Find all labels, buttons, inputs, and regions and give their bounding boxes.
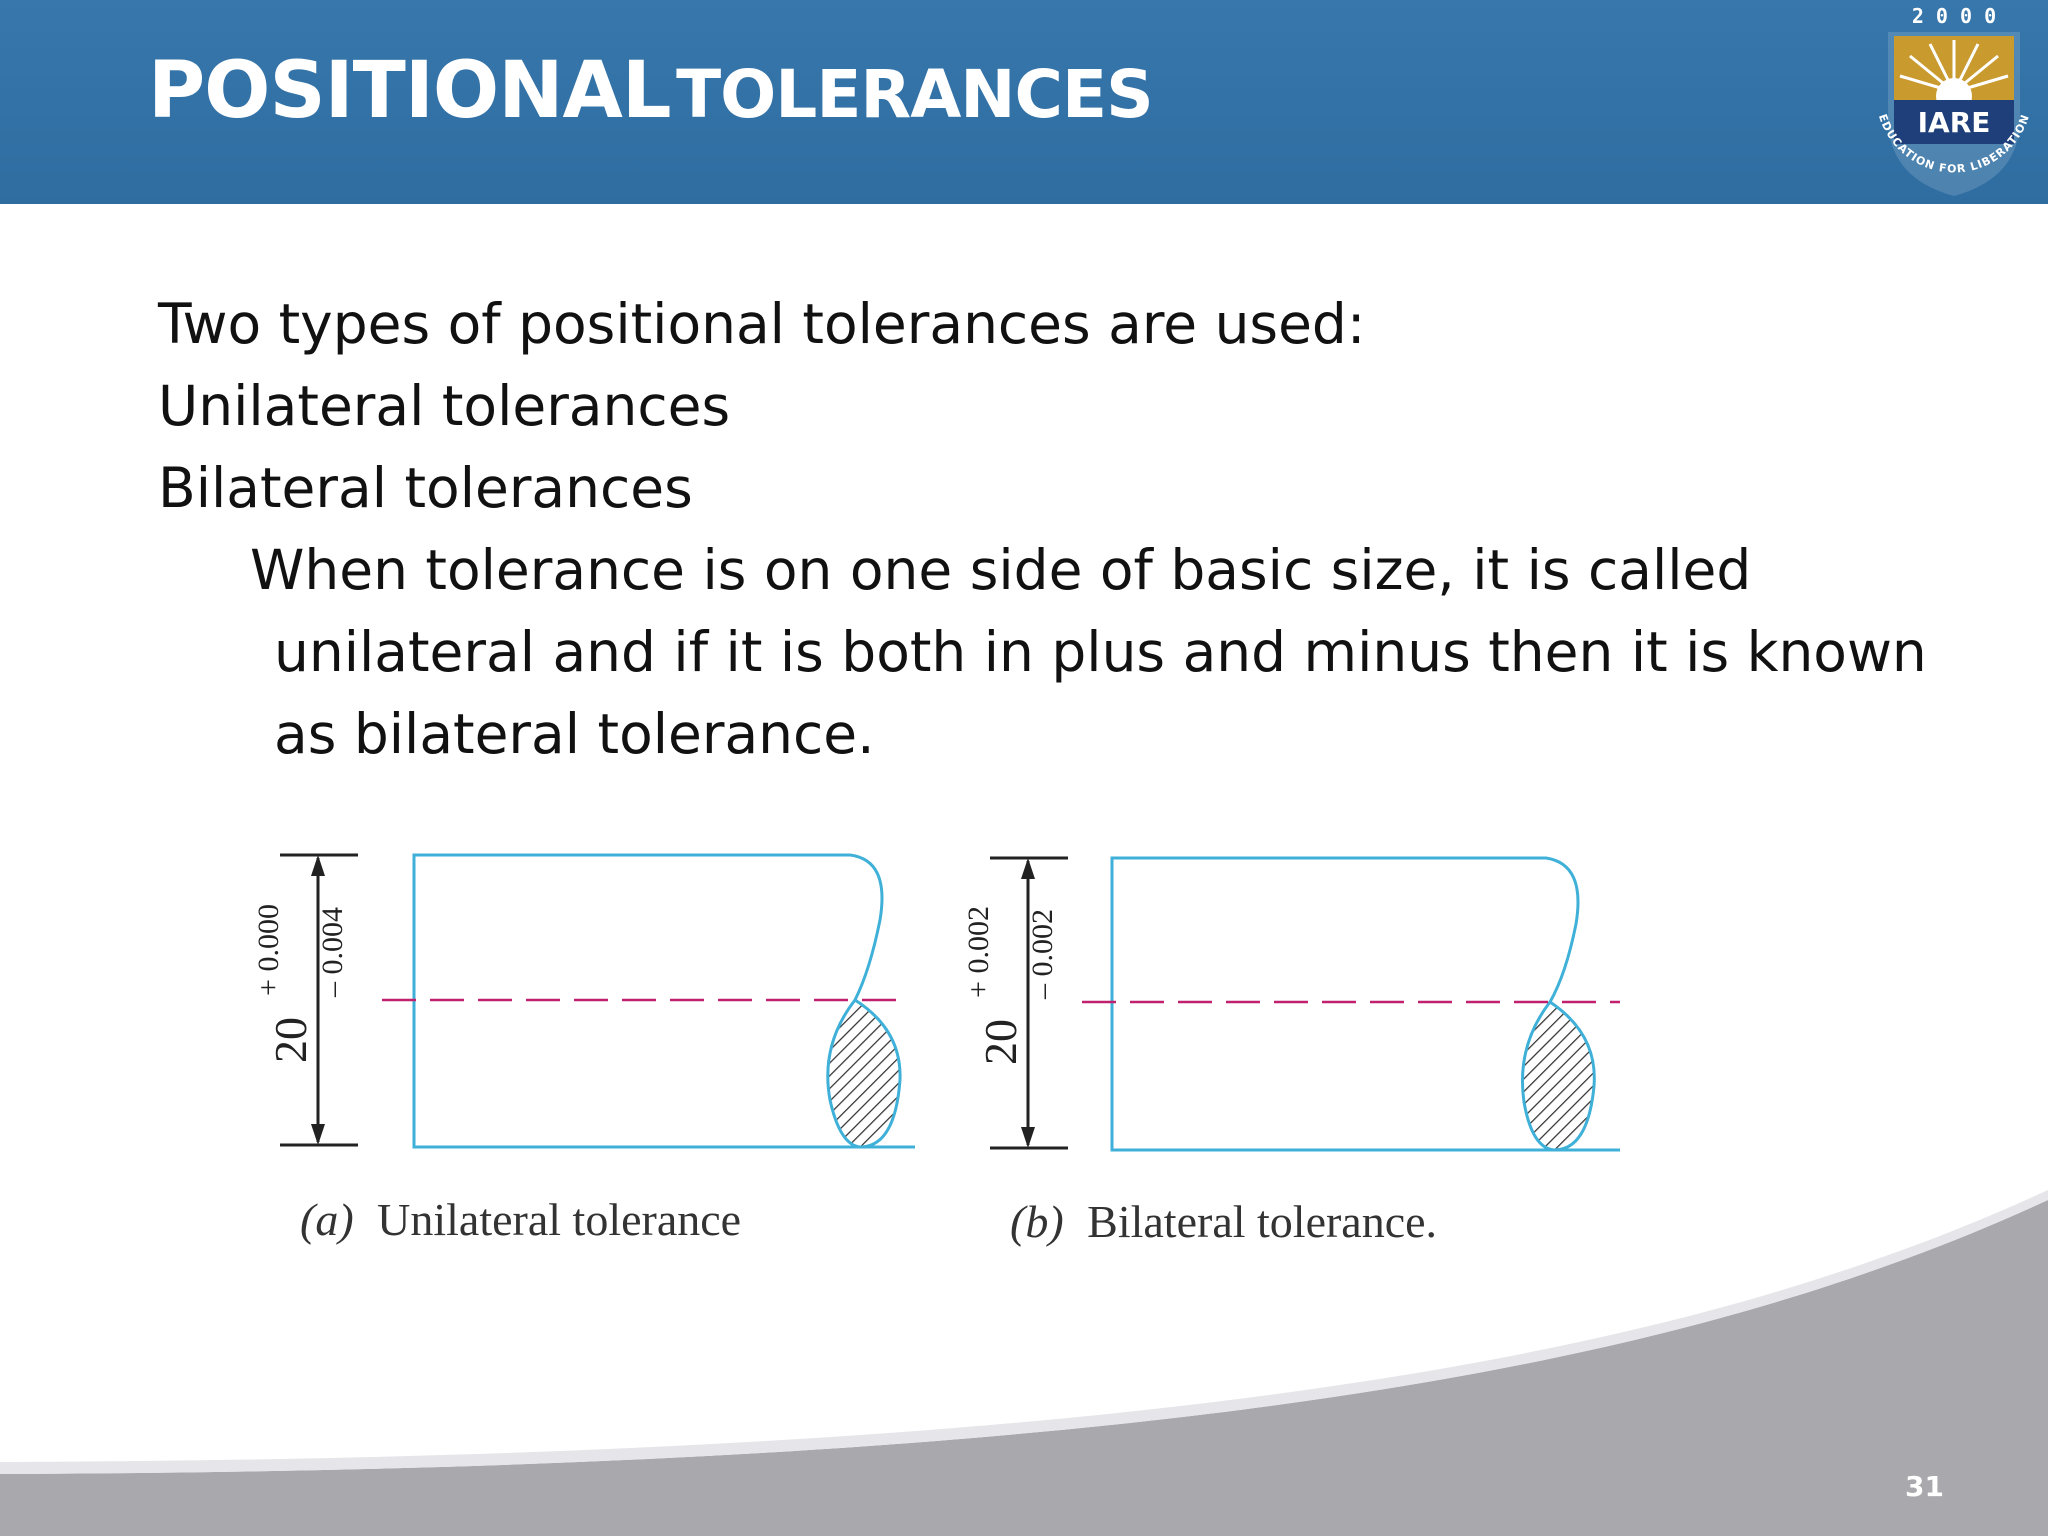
svg-text:(a) Unilateral tolerance: (a) Unilateral tolerance [300,1194,741,1245]
footer-swoosh [0,1190,2048,1536]
caption-prefix-b: (b) [1010,1196,1064,1247]
body-line-definition-1: When tolerance is on one side of basic s… [250,538,1752,602]
diagram-bilateral: 20 + 0.002 – 0.002 (b) Bilateral toleran… [962,856,1620,1247]
dim-lower-b: – 0.002 [1026,909,1059,1000]
caption-prefix-a: (a) [300,1194,354,1245]
dim-lower-a: – 0.004 [316,907,349,998]
dim-basic-b: 20 [975,1019,1026,1065]
dim-upper-b: + 0.002 [962,906,995,998]
tolerance-figure: 20 + 0.000 – 0.004 (a) Unilateral tolera… [252,853,1620,1247]
body-line-bilateral: Bilateral tolerances [158,456,693,520]
logo-name: IARE [1918,106,1991,139]
title-part-2: TOLERANCES [676,56,1153,133]
slide-header: POSITIONAL TOLERANCES 2 0 0 0 IARE EDUCA… [0,0,2048,204]
logo-year: 2 0 0 0 [1912,4,1996,28]
slide-body: Two types of positional tolerances are u… [158,283,2008,775]
caption-a: Unilateral tolerance [377,1194,741,1245]
caption-b: Bilateral tolerance. [1087,1196,1437,1247]
dim-basic-a: 20 [265,1017,316,1063]
body-line-unilateral: Unilateral tolerances [158,374,731,438]
body-line-intro: Two types of positional tolerances are u… [158,292,1366,356]
title-part-1: POSITIONAL [148,46,672,136]
page-number: 31 [1905,1470,1944,1503]
dim-upper-a: + 0.000 [252,904,285,996]
svg-text:(b) Bilateral tolerance.: (b) Bilateral tolerance. [1010,1196,1437,1247]
iare-logo: 2 0 0 0 IARE EDUCATION FOR LIBERATION [1876,4,2031,196]
diagram-unilateral: 20 + 0.000 – 0.004 (a) Unilateral tolera… [252,853,915,1245]
body-line-definition-3: as bilateral tolerance. [274,702,875,766]
slide-title: POSITIONAL TOLERANCES [148,52,1154,133]
body-line-definition-2: unilateral and if it is both in plus and… [274,620,1927,684]
